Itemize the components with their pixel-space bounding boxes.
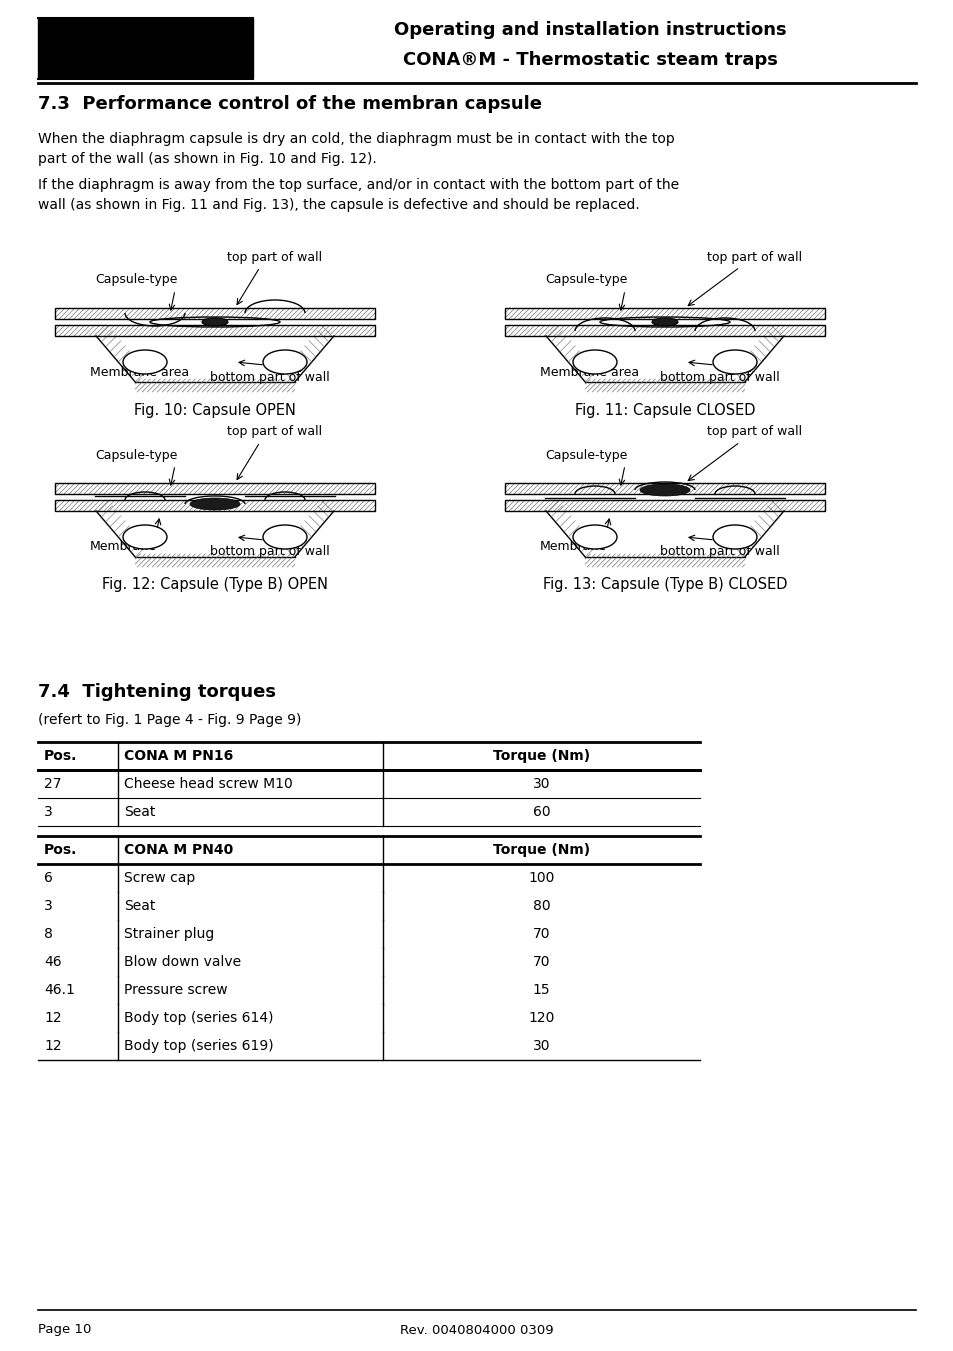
Ellipse shape (263, 526, 307, 549)
Bar (504, 484, 824, 494)
Text: Capsule-type: Capsule-type (544, 273, 627, 286)
Text: 70: 70 (532, 955, 550, 969)
Text: CONA M PN16: CONA M PN16 (124, 748, 233, 763)
Text: bottom part of wall: bottom part of wall (659, 370, 779, 384)
Text: ARMATUREN: ARMATUREN (132, 41, 234, 55)
Text: top part of wall: top part of wall (707, 250, 801, 263)
Bar (55, 308, 375, 319)
Text: Torque (Nm): Torque (Nm) (493, 748, 590, 763)
Ellipse shape (712, 350, 757, 374)
Text: bottom part of wall: bottom part of wall (659, 546, 779, 558)
Ellipse shape (190, 499, 240, 509)
Text: Membrane area: Membrane area (539, 366, 639, 378)
Text: (refert to Fig. 1 Page 4 - Fig. 9 Page 9): (refert to Fig. 1 Page 4 - Fig. 9 Page 9… (38, 713, 301, 727)
Text: Body top (series 619): Body top (series 619) (124, 1039, 274, 1052)
Text: 60: 60 (532, 805, 550, 819)
Bar (55, 326, 375, 336)
Text: When the diaphragm capsule is dry an cold, the diaphragm must be in contact with: When the diaphragm capsule is dry an col… (38, 132, 674, 166)
Text: 30: 30 (532, 777, 550, 790)
Text: bottom part of wall: bottom part of wall (210, 370, 330, 384)
Text: 70: 70 (532, 927, 550, 942)
Ellipse shape (573, 350, 617, 374)
Text: top part of wall: top part of wall (227, 426, 322, 439)
Text: 100: 100 (528, 871, 554, 885)
Text: Torque (Nm): Torque (Nm) (493, 843, 590, 857)
Bar (504, 326, 824, 336)
Text: 3: 3 (44, 805, 52, 819)
Ellipse shape (263, 350, 307, 374)
Text: 8: 8 (44, 927, 52, 942)
Ellipse shape (123, 526, 167, 549)
Text: Membrane: Membrane (90, 540, 157, 554)
Ellipse shape (712, 526, 757, 549)
Text: Seat: Seat (124, 898, 155, 913)
Ellipse shape (202, 317, 228, 326)
Text: Capsule-type: Capsule-type (95, 449, 177, 462)
Bar (55, 500, 375, 511)
Text: ARI: ARI (77, 43, 94, 53)
Text: Operating and installation instructions: Operating and installation instructions (394, 22, 785, 39)
Text: Fig. 13: Capsule (Type B) CLOSED: Fig. 13: Capsule (Type B) CLOSED (542, 577, 786, 593)
Ellipse shape (639, 484, 689, 496)
Text: Fig. 12: Capsule (Type B) OPEN: Fig. 12: Capsule (Type B) OPEN (102, 577, 328, 593)
Text: Membrane area: Membrane area (90, 366, 189, 378)
Text: bottom part of wall: bottom part of wall (210, 546, 330, 558)
Text: 12: 12 (44, 1011, 62, 1025)
Text: Cheese head screw M10: Cheese head screw M10 (124, 777, 293, 790)
Text: 80: 80 (532, 898, 550, 913)
Text: 7.4  Tightening torques: 7.4 Tightening torques (38, 684, 275, 701)
Ellipse shape (651, 317, 678, 326)
Text: Strainer plug: Strainer plug (124, 927, 214, 942)
Text: Body top (series 614): Body top (series 614) (124, 1011, 274, 1025)
Text: top part of wall: top part of wall (227, 250, 322, 263)
Text: CONA®M - Thermostatic steam traps: CONA®M - Thermostatic steam traps (402, 51, 777, 69)
Text: 30: 30 (532, 1039, 550, 1052)
Text: Pos.: Pos. (44, 748, 77, 763)
Text: If the diaphragm is away from the top surface, and/or in contact with the bottom: If the diaphragm is away from the top su… (38, 178, 679, 212)
Text: Rev. 0040804000 0309: Rev. 0040804000 0309 (399, 1324, 554, 1336)
Text: Capsule-type: Capsule-type (95, 273, 177, 286)
Text: CONA M PN40: CONA M PN40 (124, 843, 233, 857)
Text: 12: 12 (44, 1039, 62, 1052)
Text: Pressure screw: Pressure screw (124, 984, 228, 997)
Text: Screw cap: Screw cap (124, 871, 195, 885)
Text: Page 10: Page 10 (38, 1324, 91, 1336)
Text: Fig. 10: Capsule OPEN: Fig. 10: Capsule OPEN (134, 403, 295, 417)
Text: Pos.: Pos. (44, 843, 77, 857)
Text: top part of wall: top part of wall (707, 426, 801, 439)
Bar (504, 308, 824, 319)
Text: Membrane: Membrane (539, 540, 606, 554)
Text: 27: 27 (44, 777, 61, 790)
Text: 7.3  Performance control of the membran capsule: 7.3 Performance control of the membran c… (38, 95, 541, 113)
Text: 46: 46 (44, 955, 62, 969)
Text: Fig. 11: Capsule CLOSED: Fig. 11: Capsule CLOSED (574, 403, 755, 417)
Bar (504, 500, 824, 511)
Text: Seat: Seat (124, 805, 155, 819)
Ellipse shape (123, 350, 167, 374)
Bar (38, 18, 253, 78)
Text: Capsule-type: Capsule-type (544, 449, 627, 462)
Ellipse shape (573, 526, 617, 549)
Text: 15: 15 (532, 984, 550, 997)
Text: Blow down valve: Blow down valve (124, 955, 241, 969)
Text: 120: 120 (528, 1011, 554, 1025)
Text: 46.1: 46.1 (44, 984, 74, 997)
Bar (55, 484, 375, 494)
Text: 3: 3 (44, 898, 52, 913)
Text: 6: 6 (44, 871, 52, 885)
